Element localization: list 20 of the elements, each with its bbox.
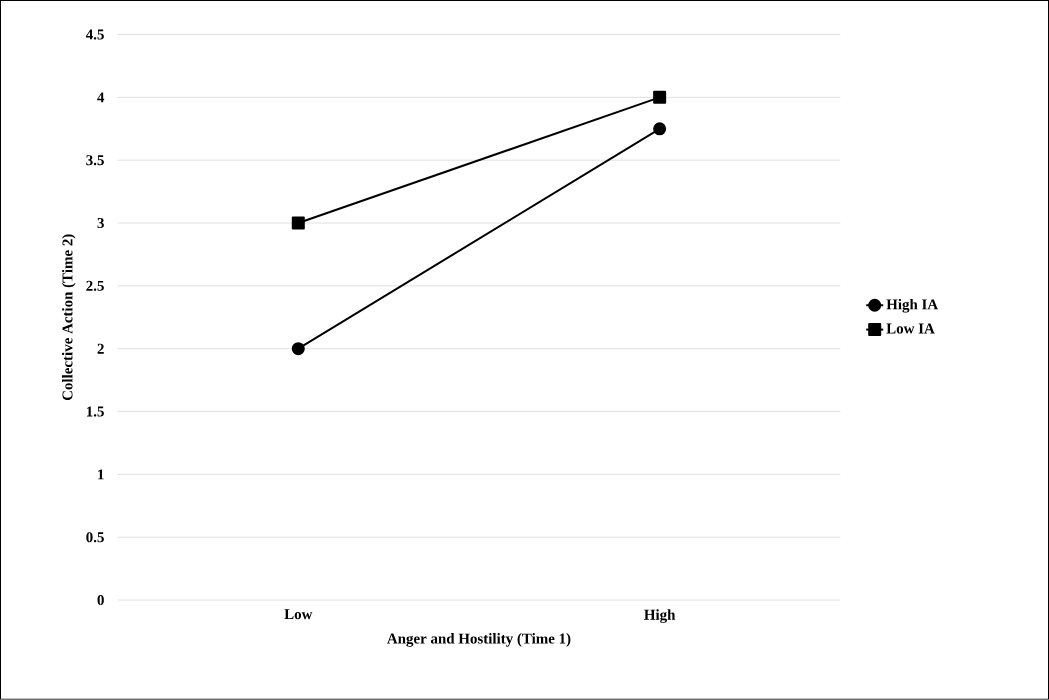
y-axis-title: Collective Action (Time 2) [62, 234, 76, 401]
point [291, 342, 305, 356]
y-tick-label: 4.5 [85, 29, 104, 40]
x-tick-label: Low [284, 609, 313, 620]
y-tick-label: 0 [97, 595, 104, 606]
y-tick-label: 3 [97, 218, 104, 229]
y-tick-label: 1.5 [86, 406, 104, 417]
x-axis-title: Anger and Hostility (Time 1) [387, 633, 571, 647]
y-tick-label: 3.5 [86, 155, 104, 166]
legend-label: Low IA [886, 323, 935, 334]
y-tick-label: 2.5 [86, 280, 104, 292]
y-tick-label: 0.5 [86, 532, 104, 543]
y-tick-label: 1 [98, 469, 104, 480]
point [291, 216, 305, 230]
y-tick-label: 4 [97, 92, 105, 103]
point [653, 122, 667, 136]
x-tick-label: High [644, 609, 676, 624]
legend-label: High IA [886, 299, 939, 313]
point [653, 91, 667, 105]
y-tick-label: 2 [97, 343, 104, 354]
